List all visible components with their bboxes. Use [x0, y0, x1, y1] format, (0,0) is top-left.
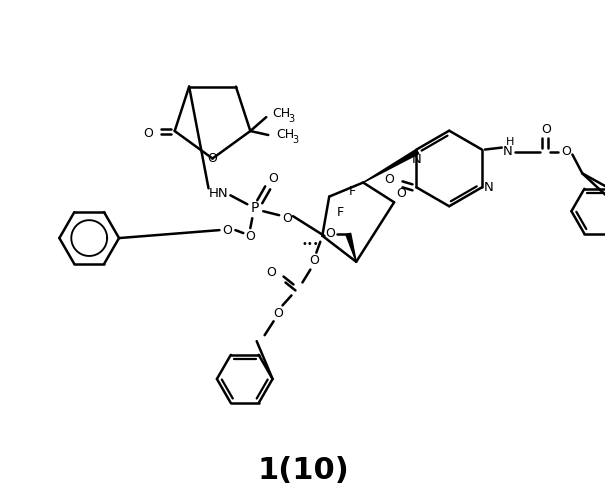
Text: N: N: [503, 145, 513, 158]
Text: O: O: [561, 145, 571, 158]
Text: O: O: [143, 126, 153, 140]
Text: O: O: [282, 212, 292, 224]
Text: 3: 3: [292, 135, 298, 145]
Text: N: N: [484, 181, 493, 194]
Text: F: F: [337, 206, 344, 219]
Text: O: O: [396, 188, 406, 200]
Text: O: O: [268, 172, 278, 185]
Polygon shape: [346, 234, 356, 262]
Text: •••: •••: [302, 238, 319, 248]
Text: O: O: [274, 307, 283, 320]
Text: O: O: [310, 254, 319, 267]
Text: N: N: [412, 152, 421, 166]
Text: 3: 3: [288, 114, 294, 124]
Text: O: O: [245, 230, 255, 242]
Text: O: O: [541, 123, 552, 136]
Text: O: O: [325, 228, 335, 240]
Text: O: O: [223, 224, 232, 236]
Text: O: O: [385, 173, 395, 186]
Text: O: O: [266, 266, 277, 279]
Text: CH: CH: [276, 128, 294, 140]
Text: 1(10): 1(10): [257, 456, 349, 486]
Text: F: F: [349, 185, 356, 198]
Polygon shape: [363, 150, 419, 182]
Text: CH: CH: [272, 106, 290, 120]
Text: HN: HN: [209, 187, 228, 200]
Text: P: P: [251, 201, 259, 215]
Text: O: O: [208, 152, 217, 165]
Text: H: H: [506, 136, 514, 146]
